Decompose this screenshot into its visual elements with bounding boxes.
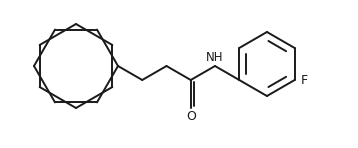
Text: O: O (186, 111, 196, 123)
Text: NH: NH (206, 50, 224, 63)
Text: F: F (301, 74, 308, 86)
